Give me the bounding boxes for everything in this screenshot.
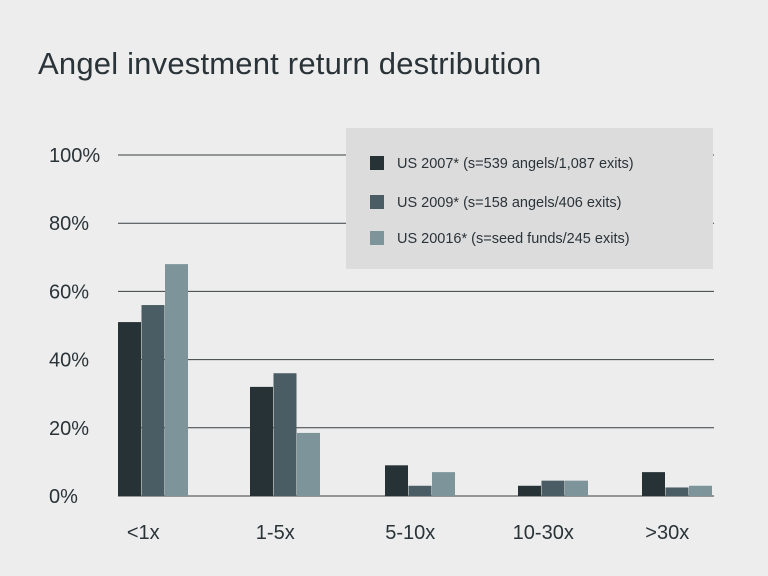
bar — [518, 485, 541, 496]
bar — [642, 472, 665, 496]
legend-label: US 20016* (s=seed funds/245 exits) — [397, 231, 630, 247]
bar — [408, 485, 432, 496]
x-tick-label: 1-5x — [256, 522, 295, 544]
bar — [385, 465, 408, 496]
x-tick-label: 10-30x — [513, 522, 574, 544]
legend-swatch — [370, 231, 384, 245]
legend-swatch — [370, 195, 384, 209]
legend-label: US 2007* (s=539 angels/1,087 exits) — [397, 156, 634, 172]
y-tick-label: 80% — [49, 213, 89, 235]
y-tick-label: 100% — [49, 145, 100, 167]
bars — [118, 264, 712, 496]
bar — [432, 472, 455, 496]
bar — [565, 480, 588, 496]
bar — [165, 264, 188, 496]
bar — [689, 485, 712, 496]
bar — [665, 487, 689, 496]
y-tick-label: 40% — [49, 350, 89, 372]
y-tick-label: 60% — [49, 281, 89, 303]
bar — [297, 432, 320, 496]
bar — [250, 386, 273, 496]
x-tick-label: <1x — [127, 522, 160, 544]
legend: US 2007* (s=539 angels/1,087 exits) US 20… — [346, 128, 713, 269]
y-tick-label: 20% — [49, 418, 89, 440]
legend-box — [346, 128, 713, 269]
x-axis-tick-labels: <1x 1-5x 5-10x 10-30x >30x — [127, 522, 689, 544]
chart-title: Angel investment return destribution — [38, 46, 542, 81]
x-tick-label: 5-10x — [385, 522, 435, 544]
bar — [141, 305, 165, 496]
bar — [273, 373, 297, 496]
bar — [118, 322, 141, 496]
y-tick-label: 0% — [49, 486, 78, 508]
bar — [541, 480, 565, 496]
legend-swatch — [370, 156, 384, 170]
x-tick-label: >30x — [645, 522, 689, 544]
y-axis-tick-labels: 0% 20% 40% 60% 80% 100% — [49, 145, 100, 508]
legend-label: US 2009* (s=158 angels/406 exits) — [397, 195, 622, 211]
